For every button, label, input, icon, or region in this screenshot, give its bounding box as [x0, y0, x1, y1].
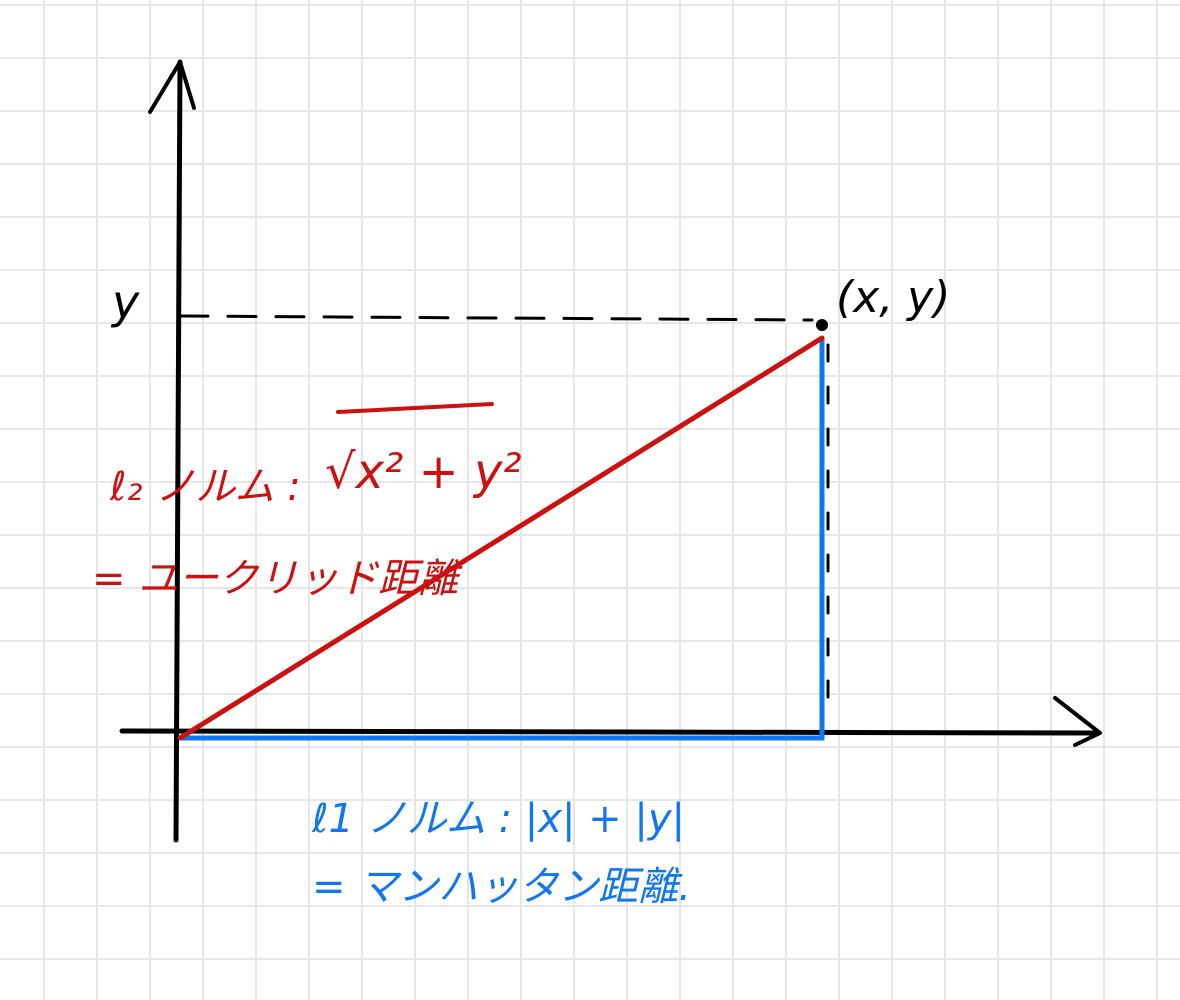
- y-projection-dashed-line: [178, 314, 814, 322]
- x-axis-line: [119, 728, 1101, 736]
- axes: [119, 59, 1102, 843]
- point-label: (x, y): [836, 272, 950, 323]
- l2-norm-formula: √x² + y²: [325, 444, 522, 500]
- euclidean-line: [177, 335, 825, 741]
- manhattan-distance-label: = マンハッタン距離.: [312, 864, 691, 910]
- y-axis-label: y: [110, 275, 140, 329]
- y-axis-line: [173, 59, 183, 843]
- point-marker: [816, 319, 828, 331]
- sqrt-vinculum: [336, 402, 494, 414]
- l2-norm-label: ℓ₂ ノルム :: [109, 464, 301, 510]
- euclidean-distance-label: = ユークリッド距離: [92, 556, 463, 602]
- x-axis-arrow: [1053, 696, 1102, 747]
- manhattan-path: [180, 338, 825, 741]
- l1-norm-formula: ℓ1 ノルム : |x| + |y|: [311, 796, 685, 842]
- y-axis-arrow: [148, 60, 196, 114]
